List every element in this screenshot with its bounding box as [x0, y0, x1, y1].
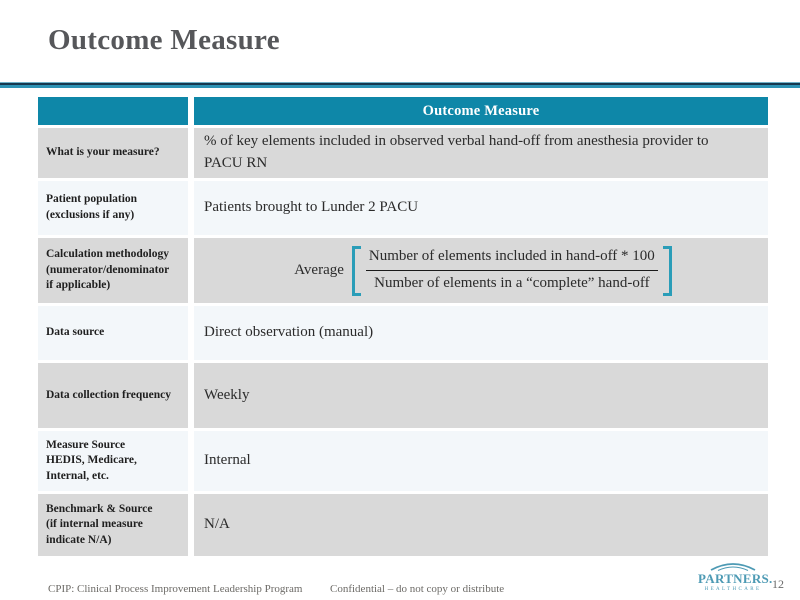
footer-program-text: CPIP: Clinical Process Improvement Leade… — [48, 583, 303, 595]
partners-logo-name: PARTNERS. — [698, 571, 773, 586]
row-label-calculation: Calculation methodology (numerator/denom… — [38, 238, 188, 303]
row-label-measure: What is your measure? — [38, 128, 188, 178]
row-value-frequency: Weekly — [194, 363, 768, 428]
row-value-measure: % of key elements included in observed v… — [194, 128, 768, 178]
formula-numerator: Number of elements included in hand-off … — [365, 246, 658, 271]
right-bracket-icon — [662, 245, 672, 296]
row-label-measure-source: Measure Source HEDIS, Medicare, Internal… — [38, 431, 188, 491]
row-value-measure-text: % of key elements included in observed v… — [204, 133, 709, 171]
page-number: 12 — [772, 577, 784, 591]
row-value-data-source: Direct observation (manual) — [194, 306, 768, 360]
row-value-calculation-formula: Average Number of elements included in h… — [194, 238, 768, 303]
row-label-population: Patient population (exclusions if any) — [38, 181, 188, 235]
footer-confidential-text: Confidential – do not copy or distribute — [330, 583, 505, 595]
left-bracket-icon — [351, 245, 361, 296]
row-value-benchmark: N/A — [194, 494, 768, 556]
table-header-title: Outcome Measure — [194, 97, 768, 125]
formula-denominator: Number of elements in a “complete” hand-… — [374, 275, 650, 291]
row-label-benchmark: Benchmark & Source (if internal measure … — [38, 494, 188, 556]
table-header-spacer — [38, 97, 188, 125]
title-divider — [0, 82, 800, 88]
outcome-measure-table: Outcome Measure What is your measure? % … — [38, 97, 768, 556]
partners-arc-icon — [710, 563, 756, 571]
row-label-data-source: Data source — [38, 306, 188, 360]
page-title: Outcome Measure — [48, 24, 280, 56]
formula-fraction: Number of elements included in hand-off … — [365, 246, 658, 295]
row-value-measure-source: Internal — [194, 431, 768, 491]
partners-logo: PARTNERS. HEALTHCARE — [698, 560, 773, 592]
row-value-population: Patients brought to Lunder 2 PACU — [194, 181, 768, 235]
formula-prefix: Average — [294, 261, 344, 278]
partners-logo-subtitle: HEALTHCARE — [704, 587, 762, 592]
row-label-frequency: Data collection frequency — [38, 363, 188, 428]
